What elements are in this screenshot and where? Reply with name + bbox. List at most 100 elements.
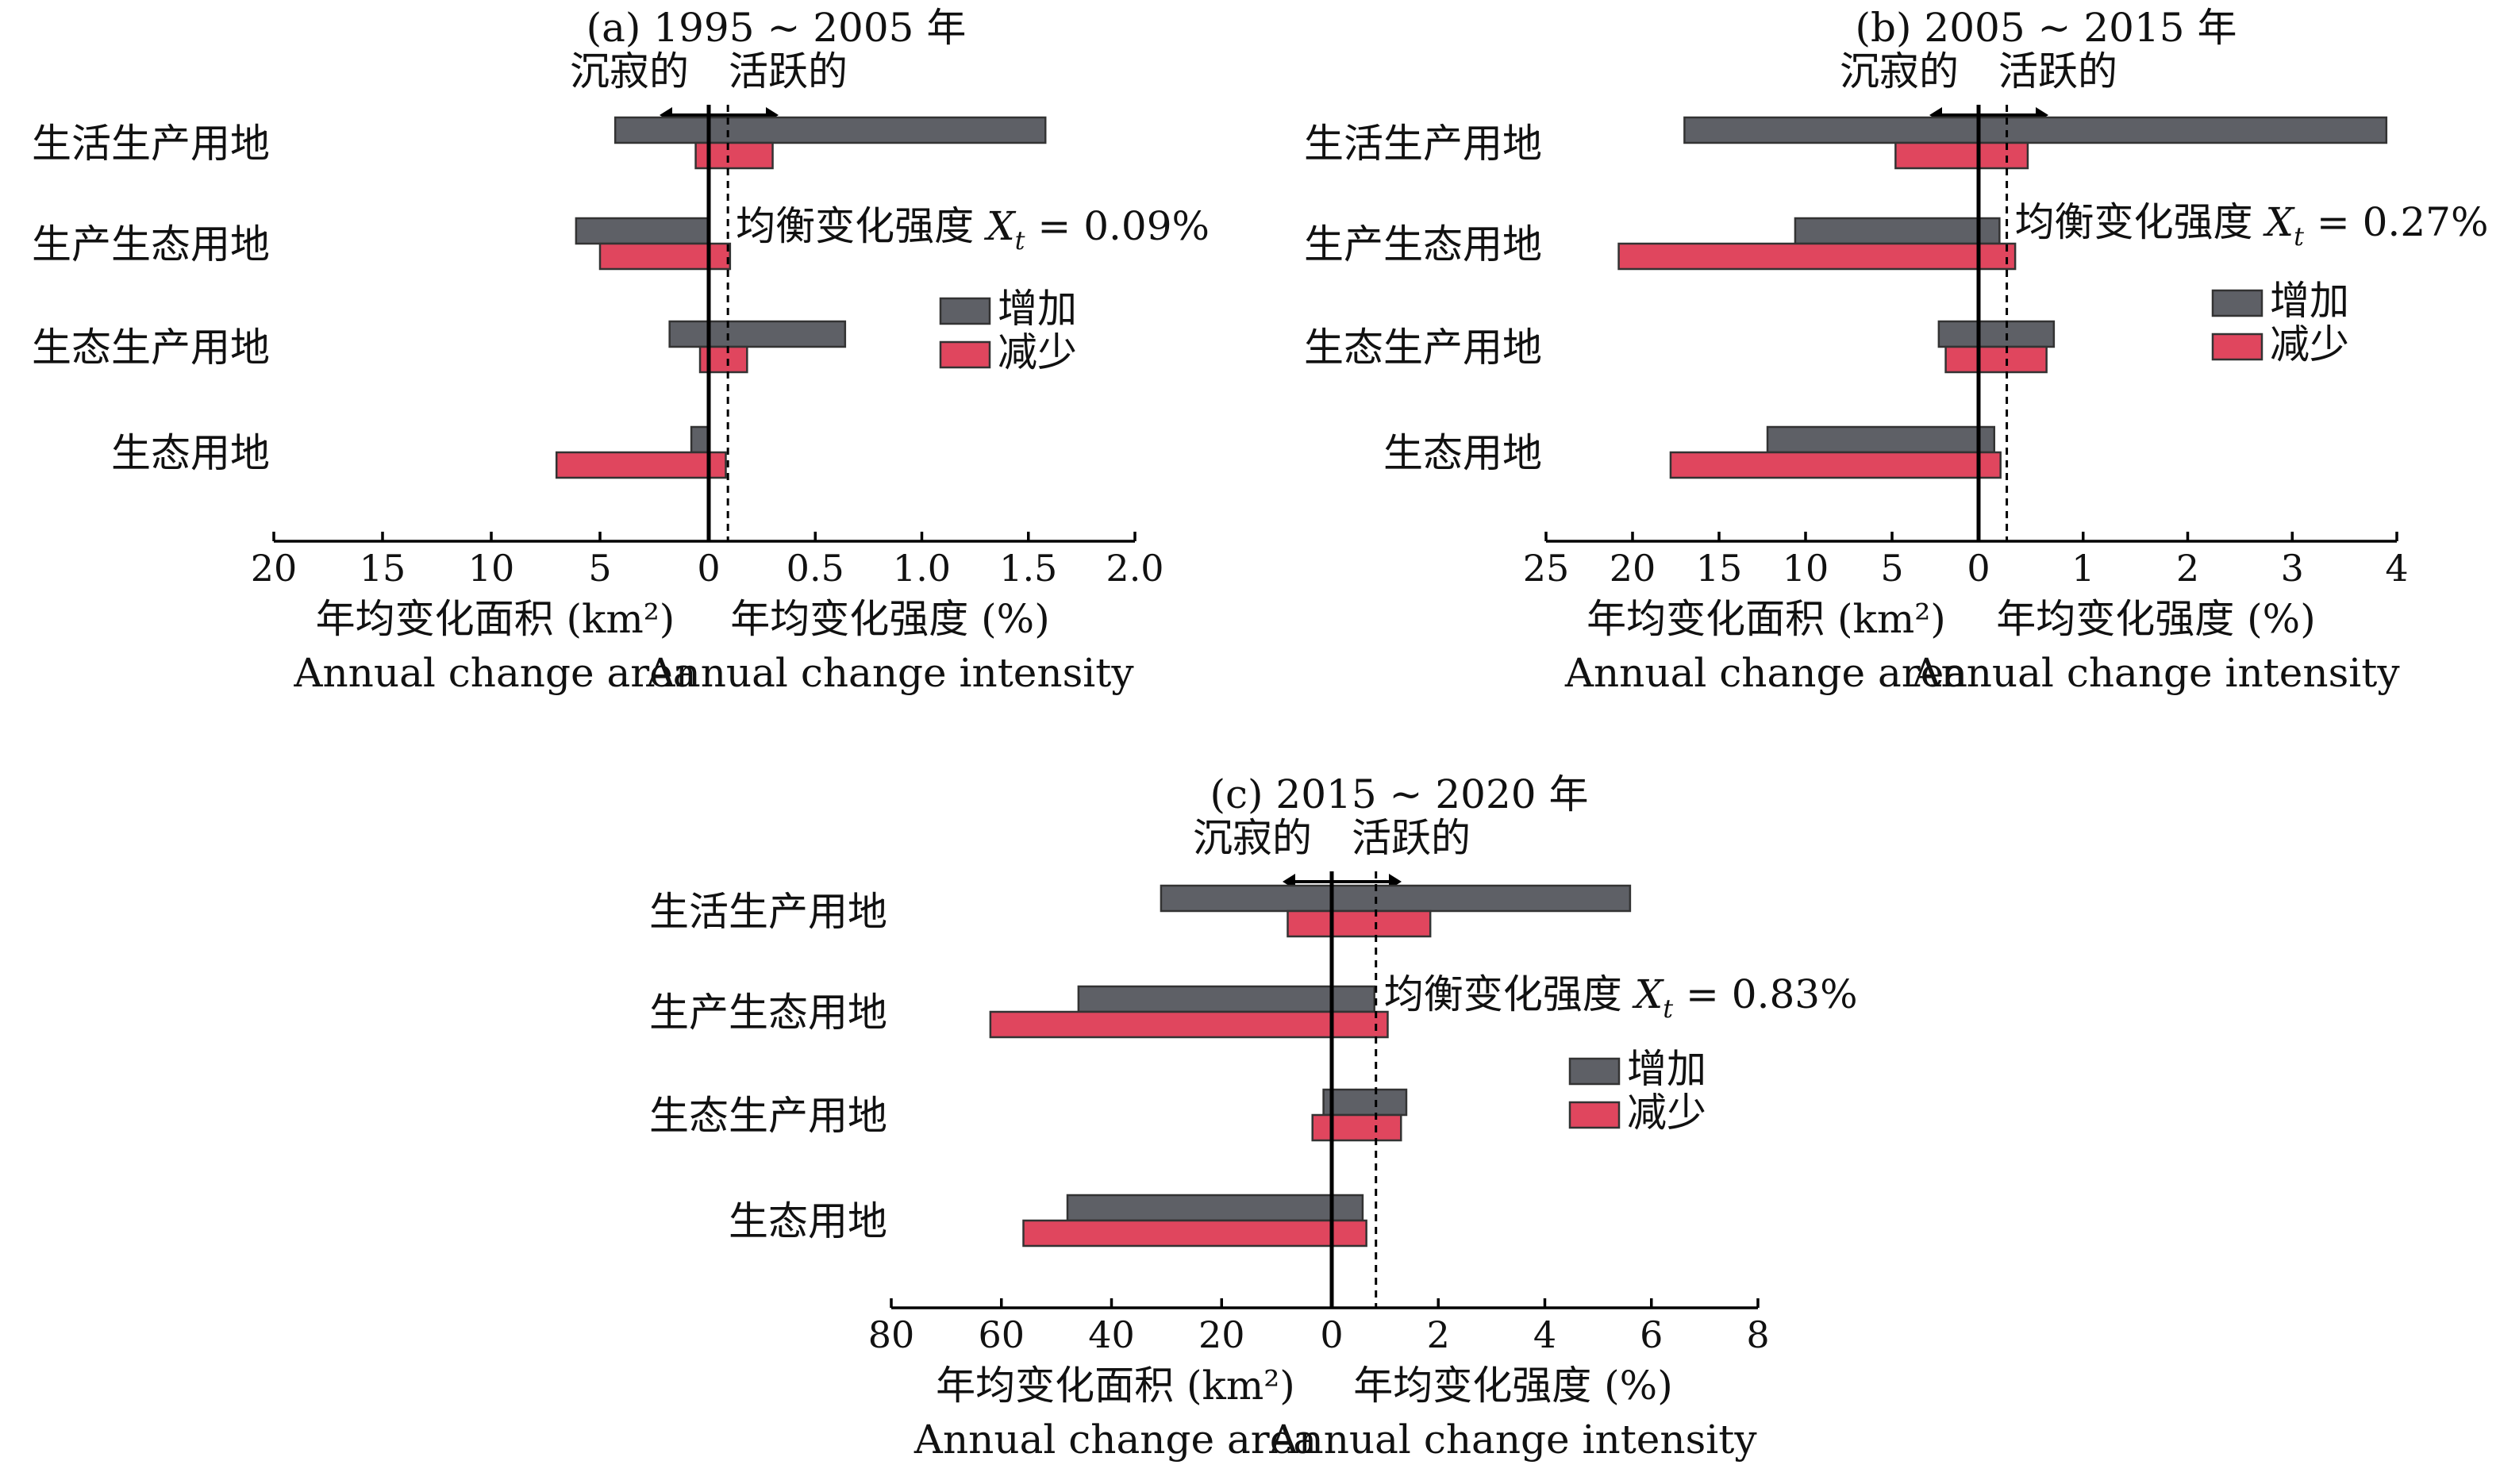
tick-label: 5 — [588, 547, 611, 590]
increase-bar — [1160, 884, 1632, 913]
tick-label: 2.0 — [1106, 547, 1163, 590]
tick-label: 1 — [2071, 547, 2094, 590]
tick-label: 1.0 — [893, 547, 951, 590]
right-axis-label: 年均变化强度 (%) — [1996, 596, 2315, 642]
increase-bar — [1937, 320, 2056, 348]
category-label: 生态生产用地 — [649, 1093, 887, 1139]
right-axis-label-en: Annual change intensity — [1911, 650, 2400, 696]
tick-label: 20 — [1610, 547, 1656, 590]
tick-label: 3 — [2281, 547, 2304, 590]
right-axis-label-en: Annual change intensity — [1268, 1417, 1757, 1463]
tick-label: 80 — [868, 1313, 915, 1356]
left-axis-label: 年均变化面积 (km²) — [936, 1363, 1295, 1409]
increase-bar — [575, 217, 710, 245]
increase-bar — [613, 116, 1047, 144]
tick-label: 10 — [468, 547, 515, 590]
right-axis-label: 年均变化强度 (%) — [1353, 1363, 1672, 1409]
direction-label-right: 活跃的 — [1352, 815, 1471, 861]
tick-label: 10 — [1783, 547, 1829, 590]
left-axis-label-en: Annual change area — [913, 1417, 1317, 1463]
direction-label-left: 沉寂的 — [1840, 48, 1959, 94]
tick-label: 0 — [1320, 1313, 1343, 1356]
tick-label: 0 — [697, 547, 720, 590]
legend-swatch-decrease — [1568, 1101, 1621, 1129]
direction-label-left: 沉寂的 — [570, 48, 689, 94]
decrease-bar — [1617, 242, 2017, 271]
tick-label: 5 — [1880, 547, 1903, 590]
tick-label: 15 — [360, 547, 406, 590]
legend-swatch-decrease — [2211, 333, 2263, 361]
chart-title: (c) 2015 ~ 2020 年 — [1210, 771, 1589, 817]
direction-label-left: 沉寂的 — [1193, 815, 1312, 861]
legend-label-increase: 增加 — [2270, 278, 2349, 324]
tick-label: 20 — [251, 547, 298, 590]
tick-label: 6 — [1640, 1313, 1663, 1356]
legend-label-increase: 增加 — [1627, 1046, 1706, 1092]
right-axis-label-en: Annual change intensity — [645, 650, 1134, 696]
equilibrium-label: 均衡变化强度 Xt = 0.27% — [2015, 199, 2489, 252]
tick-label: 20 — [1198, 1313, 1245, 1356]
legend-label-decrease: 减少 — [1627, 1090, 1706, 1136]
increase-bar — [1683, 116, 2388, 144]
category-label: 生态用地 — [1383, 430, 1542, 476]
decrease-bar — [1311, 1113, 1402, 1142]
category-label: 生产生态用地 — [649, 990, 887, 1036]
right-axis-label: 年均变化强度 (%) — [730, 596, 1049, 642]
tick-label: 1.5 — [999, 547, 1057, 590]
increase-bar — [690, 425, 710, 454]
decrease-bar — [1287, 909, 1432, 938]
direction-label-right: 活跃的 — [729, 48, 848, 94]
tick-label: 2 — [2176, 547, 2199, 590]
category-label: 生态生产用地 — [32, 325, 270, 371]
left-axis-label: 年均变化面积 (km²) — [1587, 596, 1946, 642]
left-axis-label-en: Annual change area — [293, 650, 696, 696]
direction-label-right: 活跃的 — [1998, 48, 2117, 94]
increase-bar — [1794, 217, 2001, 245]
tick-label: 2 — [1427, 1313, 1450, 1356]
category-label: 生态生产用地 — [1304, 325, 1542, 371]
increase-bar — [668, 320, 847, 348]
category-label: 生产生态用地 — [32, 221, 270, 267]
legend-swatch-increase — [939, 297, 991, 325]
tick-label: 40 — [1088, 1313, 1135, 1356]
category-label: 生活生产用地 — [649, 889, 887, 935]
tick-label: 4 — [2385, 547, 2408, 590]
legend-swatch-increase — [2211, 289, 2263, 317]
increase-bar — [1766, 425, 1996, 454]
decrease-bar — [1944, 345, 2048, 374]
legend-label-decrease: 减少 — [998, 329, 1077, 375]
decrease-bar — [555, 451, 727, 479]
tick-label: 60 — [978, 1313, 1025, 1356]
category-label: 生活生产用地 — [32, 121, 270, 167]
decrease-bar — [989, 1010, 1389, 1039]
decrease-bar — [1669, 451, 2002, 479]
category-label: 生态用地 — [111, 430, 270, 476]
equilibrium-label: 均衡变化强度 Xt = 0.83% — [1384, 971, 1858, 1024]
legend-label-decrease: 减少 — [2270, 321, 2349, 367]
left-axis-label: 年均变化面积 (km²) — [316, 596, 675, 642]
chart-title: (b) 2005 ~ 2015 年 — [1856, 5, 2237, 51]
tick-label: 0.5 — [787, 547, 844, 590]
category-label: 生态用地 — [729, 1198, 887, 1244]
legend-swatch-decrease — [939, 340, 991, 369]
equilibrium-label: 均衡变化强度 Xt = 0.09% — [736, 203, 1210, 256]
decrease-bar — [1022, 1219, 1367, 1248]
chart-title: (a) 1995 ~ 2005 年 — [587, 5, 967, 51]
tick-label: 15 — [1696, 547, 1743, 590]
tick-label: 4 — [1533, 1313, 1556, 1356]
category-label: 生产生态用地 — [1304, 221, 1542, 267]
increase-bar — [1322, 1088, 1408, 1117]
tick-label: 8 — [1746, 1313, 1769, 1356]
legend-swatch-increase — [1568, 1057, 1621, 1086]
legend-label-increase: 增加 — [998, 286, 1077, 332]
increase-bar — [1077, 985, 1375, 1013]
category-label: 生活生产用地 — [1304, 121, 1542, 167]
increase-bar — [1066, 1194, 1364, 1222]
